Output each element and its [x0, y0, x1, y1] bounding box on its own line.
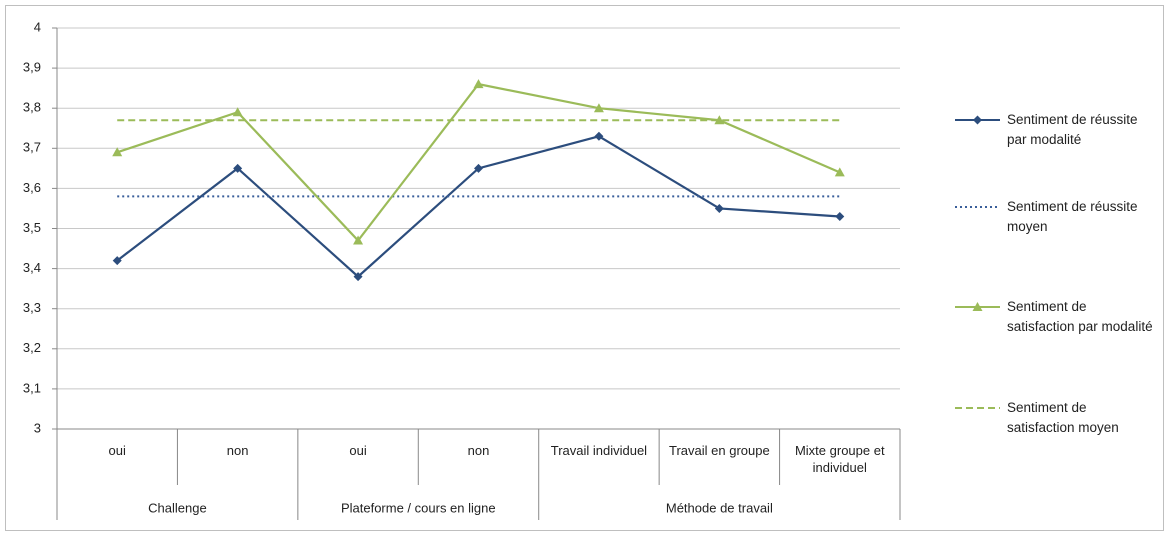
point	[474, 163, 483, 173]
point	[593, 103, 604, 113]
y-tick-label: 3,3	[23, 300, 41, 315]
chart-border	[5, 5, 1164, 531]
x-tick-label: non	[467, 443, 490, 458]
y-tick-label: 3,5	[23, 220, 41, 235]
y-tick-label: 4	[34, 19, 41, 34]
legend-label: Sentiment de satisfaction moyen	[1007, 400, 1119, 435]
x-tick-label: oui	[349, 443, 367, 458]
point	[714, 115, 725, 125]
legend-marker	[973, 115, 982, 125]
legend-label: Sentiment de réussite par modalité	[1007, 112, 1138, 147]
group-label: Méthode de travail	[666, 500, 773, 515]
point	[112, 256, 122, 266]
point	[233, 163, 243, 173]
y-tick-label: 3,7	[23, 140, 41, 155]
y-tick-label: 3,6	[23, 180, 41, 195]
point	[232, 107, 243, 117]
point	[353, 272, 363, 282]
point	[473, 79, 484, 89]
point	[353, 235, 364, 245]
legend-label: Sentiment de satisfaction par modalité	[1007, 299, 1153, 334]
y-tick-label: 3,9	[23, 60, 41, 75]
legend-label: Sentiment de réussite moyen	[1007, 199, 1138, 234]
group-label: Challenge	[148, 500, 207, 515]
point	[594, 131, 604, 141]
x-tick-label: Travail en groupe	[669, 443, 770, 458]
point	[835, 211, 845, 221]
y-tick-label: 3,8	[23, 100, 41, 115]
y-tick-label: 3	[34, 420, 41, 435]
y-tick-label: 3,4	[23, 260, 41, 275]
point	[834, 167, 845, 177]
x-tick-label: Mixte groupe et individuel	[794, 443, 885, 475]
x-tick-label: non	[226, 443, 249, 458]
x-tick-label: oui	[108, 443, 126, 458]
y-tick-label: 3,2	[23, 340, 41, 355]
x-tick-label: Travail individuel	[550, 443, 648, 458]
legend-marker	[972, 302, 983, 311]
group-label: Plateforme / cours en ligne	[341, 500, 496, 515]
point	[112, 147, 123, 157]
point	[714, 203, 724, 213]
y-tick-label: 3,1	[23, 380, 41, 395]
